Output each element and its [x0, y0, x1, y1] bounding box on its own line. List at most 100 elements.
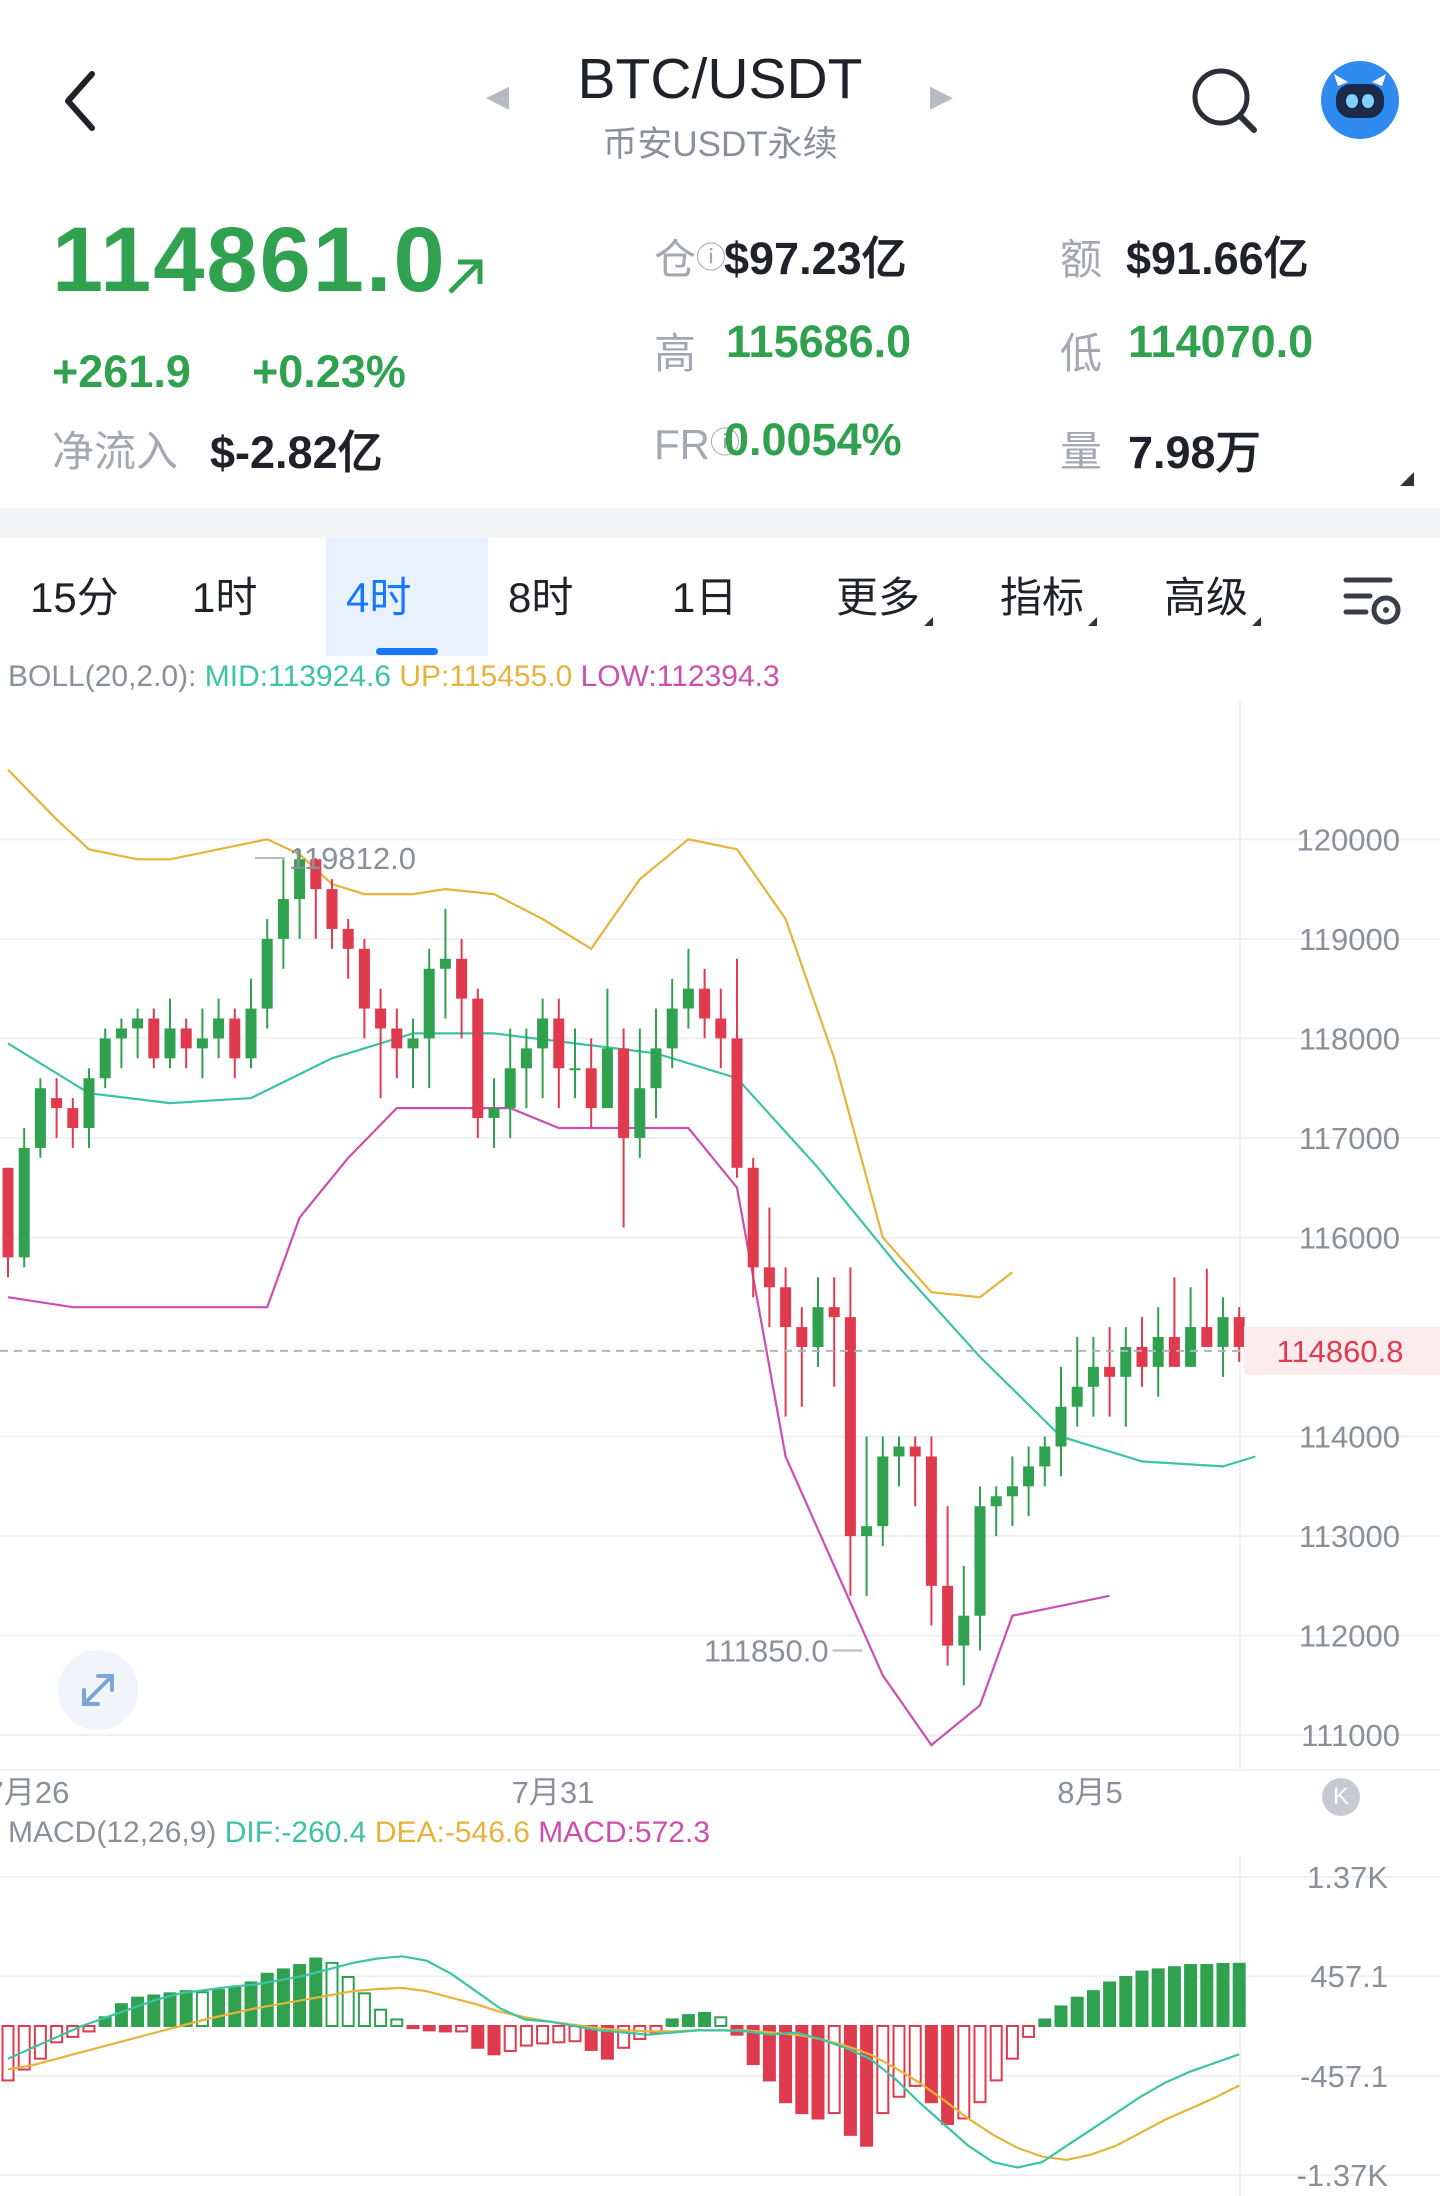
tab-1[interactable]: 1时 — [192, 568, 257, 628]
candle-body — [1087, 1366, 1099, 1387]
candle-body — [1055, 1406, 1067, 1447]
chart-settings-button[interactable] — [1340, 570, 1404, 630]
low-label: 低 — [1060, 330, 1103, 377]
page-title[interactable]: BTC/USDT — [577, 47, 863, 111]
candle-body — [1104, 1366, 1116, 1377]
candle-body — [18, 1147, 30, 1258]
macd-bar — [1086, 1990, 1100, 2028]
tab-6[interactable]: 指标 — [1000, 568, 1098, 628]
boll-lower-line — [7, 1107, 1110, 1747]
candle-body — [148, 1018, 160, 1059]
candlestick-chart[interactable]: 120000 119000 118000 117000 116000 114000 1130… — [0, 700, 1440, 1810]
macd-bar — [568, 2025, 582, 2043]
macd-bar — [260, 1972, 274, 2028]
tab-2[interactable]: 4时 — [346, 568, 411, 628]
candle-body — [699, 988, 711, 1019]
tab-7[interactable]: 高级 — [1164, 568, 1262, 628]
candle — [780, 1267, 792, 1417]
tab-3[interactable]: 8时 — [508, 568, 573, 628]
candle-body — [601, 1048, 613, 1109]
candle — [844, 1267, 856, 1596]
candle-body — [812, 1307, 824, 1347]
tab-5[interactable]: 更多 — [836, 568, 934, 628]
macd-bar — [1232, 1962, 1246, 2027]
candle-body — [132, 1018, 144, 1029]
info-icon[interactable]: ⓘ — [710, 427, 740, 460]
macd-bar — [714, 2016, 728, 2027]
candle — [925, 1436, 937, 1626]
candle — [893, 1436, 905, 1487]
candle — [1136, 1317, 1148, 1387]
candle-body — [115, 1028, 127, 1039]
macd-bar — [438, 2025, 452, 2033]
candle-body — [67, 1108, 79, 1128]
price-change: +261.9 — [52, 346, 191, 397]
macd-bar — [892, 2025, 906, 2098]
avatar[interactable] — [1320, 60, 1400, 140]
candle-body — [456, 958, 468, 999]
y-tick-label: 112000 — [1299, 1619, 1400, 1654]
candle-body — [213, 1018, 225, 1039]
candle-body — [407, 1038, 419, 1049]
tab-4[interactable]: 1日 — [672, 568, 737, 628]
search-button[interactable] — [1190, 66, 1260, 136]
macd-bar — [195, 1991, 209, 2027]
y-tick-label: 111000 — [1301, 1718, 1400, 1753]
candle-body — [520, 1048, 532, 1069]
candle-body — [34, 1088, 46, 1148]
k-icon[interactable]: K — [1322, 1778, 1360, 1816]
candle — [310, 858, 322, 939]
tab-label: 高级 — [1164, 574, 1249, 621]
macd-bar — [941, 2025, 955, 2125]
macd-bar — [374, 2008, 388, 2027]
macd-bar — [212, 1989, 226, 2027]
prev-pair-icon[interactable]: ◀ — [486, 80, 510, 113]
macd-bar — [471, 2025, 485, 2049]
macd-bar — [795, 2025, 809, 2115]
candle — [1217, 1297, 1229, 1377]
candle — [34, 1078, 46, 1158]
fr-label: FRⓘ — [654, 421, 740, 468]
candle — [682, 948, 694, 1029]
candle-body — [261, 938, 273, 1009]
macd-bar — [244, 1981, 258, 2027]
turnover-value: $91.66亿 — [1126, 233, 1309, 284]
expand-chart-button[interactable] — [58, 1650, 138, 1730]
macd-bar — [536, 2025, 550, 2045]
candle-body — [391, 1028, 403, 1049]
candle-body — [796, 1327, 808, 1347]
candle — [715, 988, 727, 1069]
back-button[interactable] — [58, 66, 108, 136]
candle — [1201, 1268, 1213, 1347]
expand-ticker-icon[interactable] — [1400, 472, 1414, 486]
candle — [1104, 1327, 1116, 1417]
tab-label: 8时 — [508, 574, 574, 621]
macd-bar — [1054, 2005, 1068, 2027]
candle-body — [375, 1008, 387, 1029]
candle — [520, 1028, 532, 1109]
candle — [1185, 1287, 1197, 1367]
tab-0[interactable]: 15分 — [30, 568, 119, 628]
info-icon[interactable]: ⓘ — [696, 242, 727, 275]
macd-bar — [341, 1976, 355, 2027]
macd-bar — [811, 2025, 825, 2120]
candle-body — [650, 1048, 662, 1089]
y-tick-label: 457.1 — [1310, 1959, 1388, 1994]
boll-indicator: BOLL(20,2.0) — [8, 660, 189, 693]
candle-body — [310, 859, 322, 890]
macd-chart[interactable]: 1.37K 457.1 -457.1 -1.37K — [0, 1856, 1440, 2196]
candle-body — [618, 1048, 630, 1138]
macd-bar — [406, 2025, 420, 2030]
candle — [342, 918, 354, 979]
macd-bar — [1005, 2025, 1019, 2060]
dropdown-caret-icon — [1252, 617, 1262, 626]
next-pair-icon[interactable]: ▶ — [930, 80, 954, 113]
candle-body — [472, 998, 484, 1119]
candle — [763, 1207, 775, 1328]
candle — [634, 1028, 646, 1158]
macd-bar — [552, 2025, 566, 2044]
candle-body — [83, 1078, 95, 1128]
candle-body — [51, 1098, 63, 1109]
candle — [796, 1307, 808, 1407]
x-tick-label: 7月26 — [0, 1775, 69, 1810]
